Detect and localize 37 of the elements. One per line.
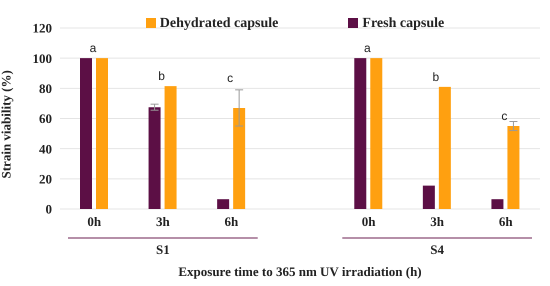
y-tick-label: 40 bbox=[39, 141, 52, 156]
bar bbox=[148, 107, 161, 209]
bar bbox=[233, 108, 246, 209]
bar bbox=[80, 58, 92, 209]
bar bbox=[217, 199, 230, 209]
bar bbox=[507, 126, 520, 209]
x-tick-label: 6h bbox=[498, 214, 514, 230]
y-tick-label: 0 bbox=[46, 202, 52, 217]
bar bbox=[354, 58, 366, 209]
x-tick-label: 6h bbox=[224, 214, 240, 230]
x-tick-label: 0h bbox=[87, 214, 102, 230]
data-label: b bbox=[432, 70, 440, 84]
y-tick-label: 20 bbox=[39, 171, 52, 186]
y-tick-label: 120 bbox=[32, 20, 52, 36]
text: S4 bbox=[430, 242, 445, 257]
data-label: c bbox=[501, 109, 508, 124]
x-tick-label: 3h bbox=[156, 214, 170, 230]
data-label: c bbox=[227, 71, 234, 86]
legend-label: Fresh capsule bbox=[362, 16, 444, 31]
bar bbox=[422, 186, 435, 209]
y-axis-title: Strain viability (%) bbox=[0, 70, 14, 178]
y-tick-label: 80 bbox=[39, 80, 52, 96]
data-label: b bbox=[158, 69, 166, 84]
y-tick-label: 60 bbox=[39, 111, 52, 126]
x-axis-title: Exposure time to 365 nm UV irradiation (h) bbox=[178, 264, 422, 279]
legend-label: Dehydrated capsule bbox=[160, 16, 278, 31]
bar bbox=[96, 58, 108, 209]
data-label: a bbox=[90, 41, 97, 56]
data-label: a bbox=[364, 41, 371, 56]
x-tick-label: 3h bbox=[430, 214, 445, 230]
bar bbox=[438, 86, 451, 209]
bar bbox=[491, 199, 504, 209]
y-tick-label: 100 bbox=[32, 50, 52, 66]
text: S1 bbox=[156, 242, 170, 257]
x-tick-label: 0h bbox=[362, 214, 376, 230]
bar bbox=[164, 86, 177, 209]
bar bbox=[370, 58, 382, 209]
